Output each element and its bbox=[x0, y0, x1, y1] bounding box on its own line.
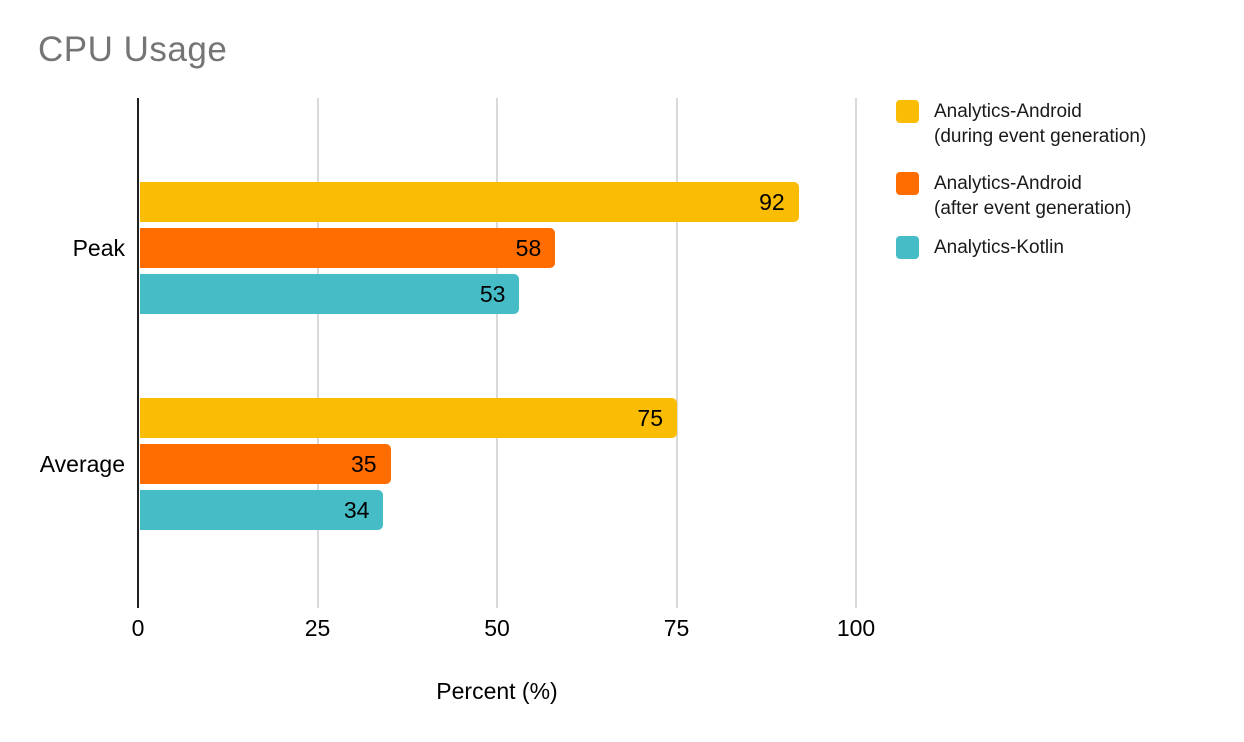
gridline bbox=[496, 98, 498, 608]
legend-swatch bbox=[896, 100, 919, 123]
legend: Analytics-Android (during event generatio… bbox=[896, 0, 1244, 300]
x-axis-title: Percent (%) bbox=[436, 678, 558, 704]
bar-value-label: 34 bbox=[343, 496, 370, 523]
chart-title: CPU Usage bbox=[38, 30, 228, 69]
legend-item: Analytics-Android (during event generatio… bbox=[896, 99, 1146, 149]
x-tick-label: 0 bbox=[131, 615, 145, 641]
legend-swatch bbox=[896, 172, 919, 195]
category-label: Average bbox=[39, 451, 125, 477]
legend-label: Analytics-Android (after event generation… bbox=[934, 173, 1132, 219]
bar-value-label: 58 bbox=[515, 234, 542, 261]
x-axis-line bbox=[137, 98, 139, 608]
gridline bbox=[675, 98, 678, 608]
bar-value-label: 75 bbox=[637, 404, 663, 431]
x-tick-label: 100 bbox=[836, 615, 876, 641]
x-tick-label: 50 bbox=[484, 615, 510, 641]
bar: 53 bbox=[140, 274, 520, 314]
legend-item: Analytics-Android (after event generation… bbox=[896, 171, 1132, 221]
legend-label: Analytics-Kotlin bbox=[934, 237, 1064, 258]
category-label: Peak bbox=[72, 235, 125, 261]
bar: 35 bbox=[140, 444, 391, 484]
bar: 34 bbox=[140, 490, 384, 530]
x-tick-label: 75 bbox=[663, 615, 690, 641]
bar-value-label: 53 bbox=[479, 280, 506, 307]
bar: 75 bbox=[140, 398, 677, 438]
gridline bbox=[855, 98, 857, 608]
bar: 92 bbox=[140, 182, 799, 222]
legend-swatch bbox=[896, 236, 919, 259]
bar-value-label: 92 bbox=[759, 188, 785, 215]
legend-item: Analytics-Kotlin bbox=[896, 235, 1064, 260]
gridline bbox=[316, 98, 319, 608]
bar: 58 bbox=[140, 228, 556, 268]
bar-value-label: 35 bbox=[351, 450, 377, 477]
legend-label: Analytics-Android (during event generatio… bbox=[934, 101, 1147, 147]
x-tick-label: 25 bbox=[304, 615, 331, 641]
